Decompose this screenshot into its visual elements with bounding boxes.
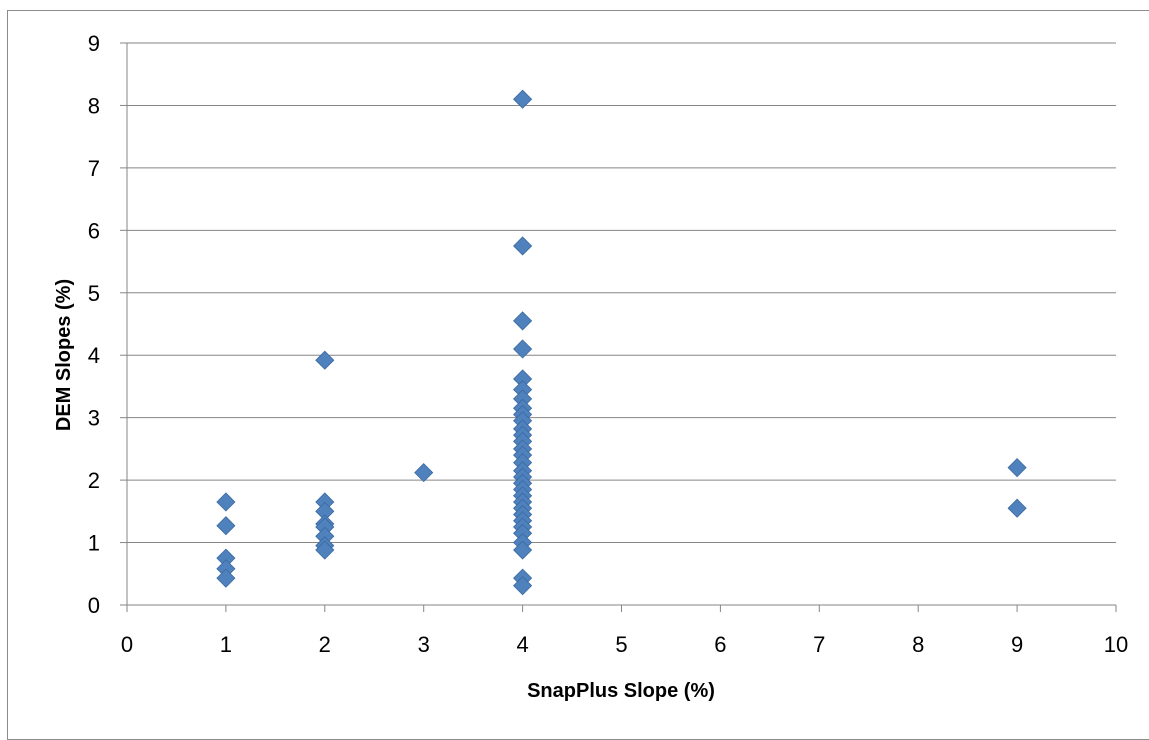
x-tick-label: 6 [714, 632, 726, 657]
y-axis-title: DEM Slopes (%) [53, 279, 75, 431]
data-point [513, 89, 533, 109]
x-tick-label: 7 [813, 632, 825, 657]
y-tick-label: 1 [88, 531, 100, 556]
data-point [513, 339, 533, 359]
y-tick-label: 9 [88, 31, 100, 56]
data-point [216, 516, 236, 536]
data-points [216, 89, 1027, 596]
x-tick-label: 1 [220, 632, 232, 657]
data-point [216, 568, 236, 588]
y-tick-label: 4 [88, 343, 100, 368]
data-point [1007, 498, 1027, 518]
x-axis-title: SnapPlus Slope (%) [527, 680, 715, 702]
x-tick-label: 8 [912, 632, 924, 657]
data-point [216, 492, 236, 512]
x-tick-label: 10 [1104, 632, 1128, 657]
x-tick-label: 0 [121, 632, 133, 657]
y-tick-label: 0 [88, 593, 100, 618]
x-tick-label: 9 [1011, 632, 1023, 657]
y-tick-label: 5 [88, 281, 100, 306]
data-point [513, 540, 533, 560]
chart-area [7, 10, 1149, 740]
data-point [513, 576, 533, 596]
data-point [513, 236, 533, 256]
x-tick-labels: 0 1 2 3 4 5 6 7 8 9 10 [121, 632, 1128, 657]
y-tick-label: 6 [88, 218, 100, 243]
x-tick-label: 3 [418, 632, 430, 657]
y-tick-label: 2 [88, 468, 100, 493]
data-point [315, 540, 335, 560]
x-tick-label: 4 [516, 632, 528, 657]
data-point [315, 350, 335, 370]
data-point [414, 463, 434, 483]
gridlines [127, 42, 1116, 544]
data-point [1007, 458, 1027, 478]
y-tick-labels: 0 1 2 3 4 5 6 7 8 9 [88, 31, 100, 618]
y-tick-label: 7 [88, 156, 100, 181]
y-tick-label: 8 [88, 93, 100, 118]
data-point [513, 311, 533, 331]
y-tick-label: 3 [88, 406, 100, 431]
x-tick-label: 5 [615, 632, 627, 657]
axes [120, 42, 1117, 612]
x-tick-label: 2 [319, 632, 331, 657]
